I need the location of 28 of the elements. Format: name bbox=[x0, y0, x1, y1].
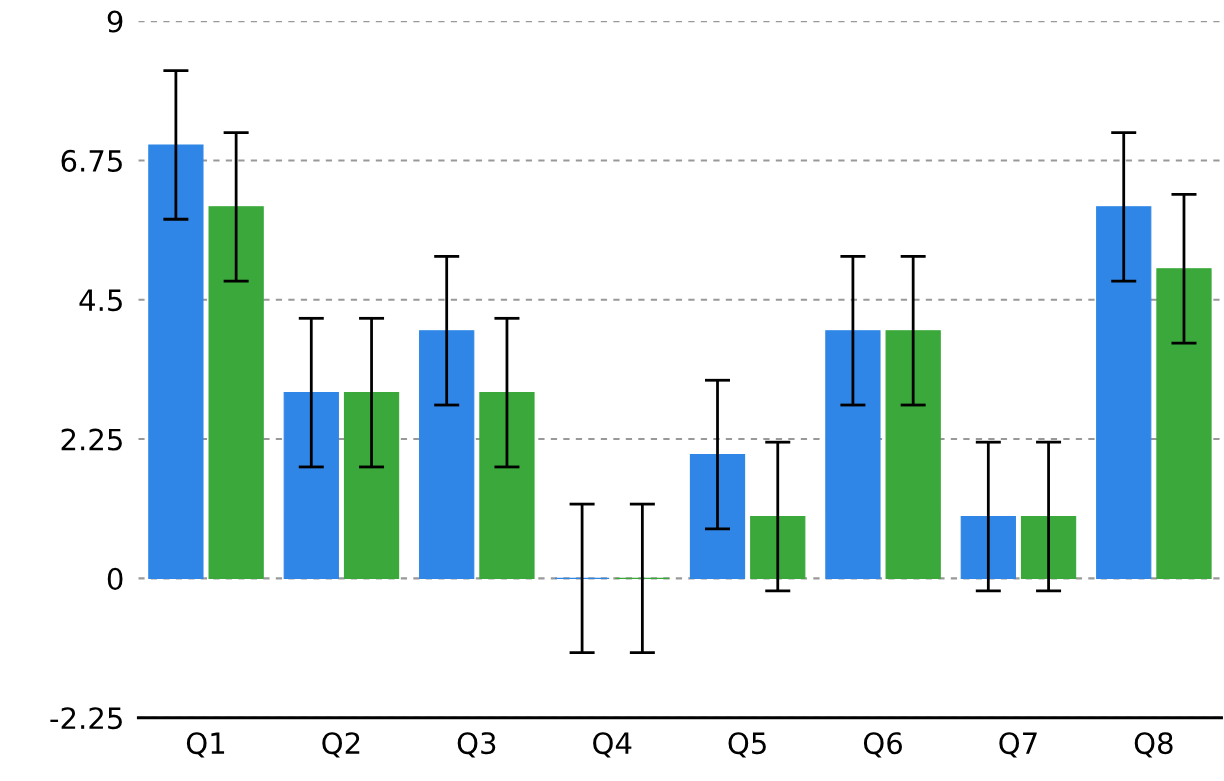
y-tick-label: 2.25 bbox=[61, 428, 122, 451]
x-tick-label: Q1 bbox=[186, 732, 225, 758]
x-tick-label: Q3 bbox=[457, 732, 496, 758]
bar bbox=[1020, 515, 1077, 579]
y-tick-label: 4.5 bbox=[79, 289, 122, 312]
bar bbox=[148, 144, 204, 579]
bar bbox=[885, 330, 941, 579]
y-tick-label: 6.75 bbox=[61, 149, 122, 172]
y-tick-label: 0 bbox=[107, 567, 123, 590]
bar bbox=[1096, 206, 1152, 579]
bar bbox=[419, 330, 475, 579]
y-tick-label: 9 bbox=[107, 10, 123, 33]
x-tick-label: Q2 bbox=[322, 732, 360, 758]
bar bbox=[208, 206, 264, 579]
bar bbox=[479, 392, 535, 579]
bar bbox=[1156, 268, 1212, 579]
x-tick-label: Q5 bbox=[728, 732, 766, 758]
x-tick-label: Q6 bbox=[863, 732, 902, 758]
bar bbox=[283, 392, 339, 579]
y-tick-label: -2.25 bbox=[50, 707, 122, 730]
x-tick-label: Q4 bbox=[593, 732, 632, 758]
x-tick-label: Q8 bbox=[1134, 732, 1173, 758]
bar bbox=[960, 515, 1016, 579]
x-tick-label: Q7 bbox=[999, 732, 1037, 758]
bar bbox=[689, 454, 746, 579]
bar bbox=[750, 515, 806, 579]
bar bbox=[343, 392, 400, 579]
bar bbox=[825, 330, 881, 579]
